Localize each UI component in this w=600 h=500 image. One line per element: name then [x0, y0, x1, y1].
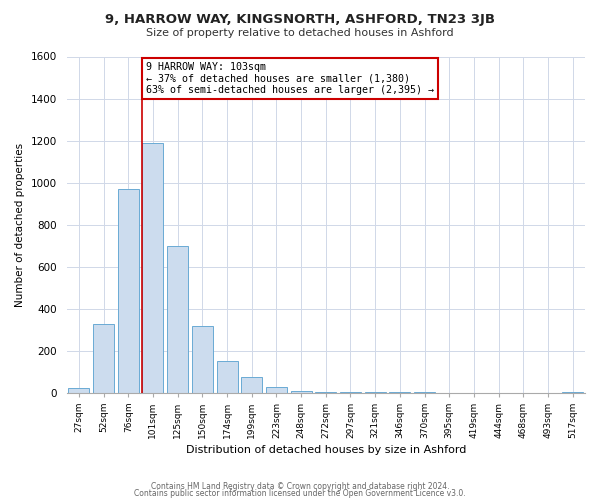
Bar [266, 388, 287, 392]
Bar [241, 377, 262, 392]
Bar [290, 391, 311, 392]
Text: 9, HARROW WAY, KINGSNORTH, ASHFORD, TN23 3JB: 9, HARROW WAY, KINGSNORTH, ASHFORD, TN23… [105, 12, 495, 26]
Text: Size of property relative to detached houses in Ashford: Size of property relative to detached ho… [146, 28, 454, 38]
Bar [118, 189, 139, 392]
Text: Contains HM Land Registry data © Crown copyright and database right 2024.: Contains HM Land Registry data © Crown c… [151, 482, 449, 491]
Bar [93, 324, 114, 392]
Y-axis label: Number of detached properties: Number of detached properties [15, 142, 25, 306]
Bar [167, 246, 188, 392]
Bar [217, 361, 238, 392]
Bar [192, 326, 213, 392]
Bar [142, 142, 163, 392]
X-axis label: Distribution of detached houses by size in Ashford: Distribution of detached houses by size … [185, 445, 466, 455]
Bar [68, 388, 89, 392]
Text: 9 HARROW WAY: 103sqm
← 37% of detached houses are smaller (1,380)
63% of semi-de: 9 HARROW WAY: 103sqm ← 37% of detached h… [146, 62, 434, 95]
Text: Contains public sector information licensed under the Open Government Licence v3: Contains public sector information licen… [134, 490, 466, 498]
